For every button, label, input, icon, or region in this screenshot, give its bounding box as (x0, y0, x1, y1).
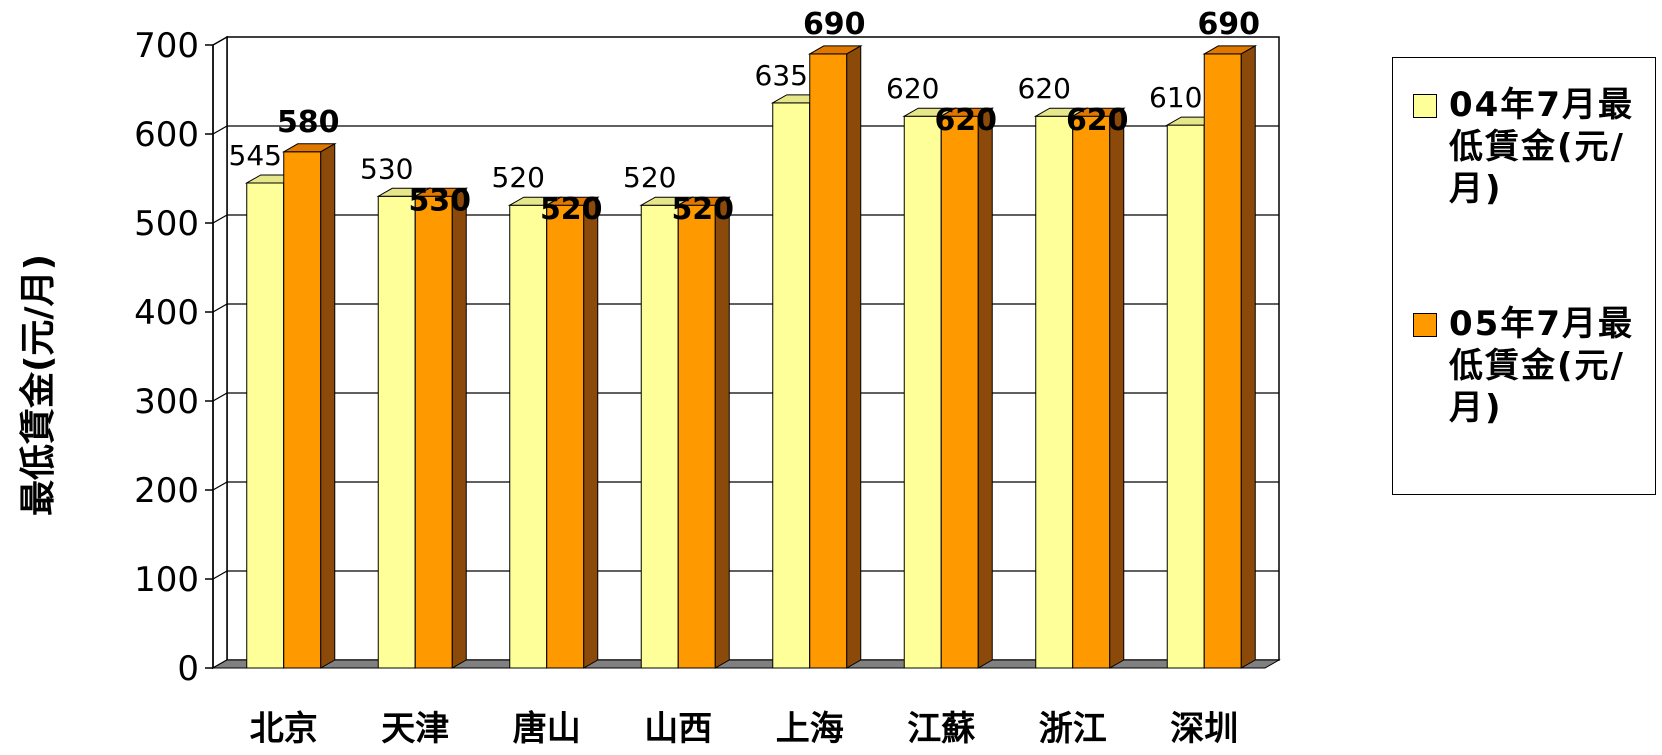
y-tick-label: 300 (134, 382, 199, 422)
bar-front (1072, 115, 1111, 669)
bar-front (377, 195, 416, 669)
x-category-label: 江蘇 (907, 709, 975, 749)
y-tick-label: 0 (177, 649, 199, 689)
data-label: 620 (1066, 103, 1129, 138)
bar-side (583, 196, 599, 669)
gridline-side (212, 570, 228, 580)
data-label: 610 (1149, 81, 1202, 114)
bar (1070, 107, 1126, 669)
bar-front (1203, 53, 1242, 669)
data-label: 530 (360, 152, 413, 185)
data-label: 620 (1018, 72, 1071, 105)
y-tick-label: 200 (134, 471, 199, 511)
data-label: 520 (540, 192, 603, 227)
gridline-side (212, 303, 228, 313)
bar-front (772, 102, 811, 669)
legend: 04年7月最低賃金(元/月) 05年7月最低賃金(元/月) (1392, 57, 1656, 495)
legend-item-05: 05年7月最低賃金(元/月) (1413, 303, 1649, 429)
data-labels: 5455805305305205205205206356906206206206… (229, 7, 1261, 227)
bar (413, 187, 469, 669)
bar-front (677, 204, 716, 669)
bar-front (903, 115, 942, 669)
y-axis-title: 最低賃金(元/月) (17, 254, 59, 516)
bar-front (940, 115, 979, 669)
bar-side (977, 107, 993, 669)
y-tick-label: 500 (134, 204, 199, 244)
x-category-label: 浙江 (1039, 709, 1107, 749)
bar-front (809, 53, 848, 669)
bar-side (1109, 107, 1125, 669)
gridline-side (212, 481, 228, 491)
bar-front (283, 151, 322, 669)
data-label: 520 (671, 192, 734, 227)
data-label: 580 (277, 105, 340, 140)
data-label: 545 (229, 139, 282, 172)
bar (807, 45, 863, 669)
data-label: 690 (1197, 7, 1260, 42)
data-label: 690 (803, 7, 866, 42)
x-category-label: 北京 (250, 709, 318, 749)
x-axis-categories: 北京 天津 唐山 山西 上海 江蘇 浙江 深圳 (250, 709, 1239, 749)
bar-front (509, 204, 548, 669)
data-label: 635 (755, 59, 808, 92)
bar-side (451, 187, 467, 669)
bar-side (846, 45, 862, 669)
bar (939, 107, 995, 669)
y-tick-label: 700 (134, 26, 199, 66)
y-tick-label: 400 (134, 293, 199, 333)
data-label: 520 (492, 161, 545, 194)
x-category-label: 上海 (776, 709, 844, 749)
x-category-label: 深圳 (1170, 709, 1238, 749)
bar (281, 142, 337, 669)
legend-swatch-05 (1413, 313, 1437, 337)
y-tick-label: 100 (134, 560, 199, 600)
bar-side (1240, 45, 1256, 669)
data-label: 620 (934, 103, 997, 138)
bar (1202, 45, 1258, 669)
bar (676, 196, 732, 669)
bar-front (1166, 124, 1205, 669)
gridline-side (212, 125, 228, 135)
bar-side (320, 142, 336, 669)
bars (244, 45, 1258, 669)
legend-label-05: 05年7月最低賃金(元/月) (1449, 304, 1634, 428)
x-category-label: 唐山 (513, 709, 581, 749)
legend-label-04: 04年7月最低賃金(元/月) (1449, 85, 1634, 209)
side-wall (212, 35, 228, 670)
y-tick-label: 600 (134, 115, 199, 155)
legend-swatch-04 (1413, 94, 1437, 118)
data-label: 530 (408, 183, 471, 218)
bar-front (1035, 115, 1074, 669)
data-label: 620 (886, 72, 939, 105)
bar (544, 196, 600, 669)
bar-side (714, 196, 730, 669)
bar-front (546, 204, 585, 669)
x-category-label: 山西 (644, 709, 712, 749)
gridline-side (212, 392, 228, 402)
bar-front (414, 195, 453, 669)
data-label: 520 (623, 161, 676, 194)
gridline-side (212, 214, 228, 224)
y-axis-ticks: 0 100 200 300 400 500 600 700 (134, 26, 214, 689)
x-category-label: 天津 (381, 709, 449, 749)
bar-front (640, 204, 679, 669)
legend-item-04: 04年7月最低賃金(元/月) (1413, 84, 1649, 210)
bar-front (246, 182, 285, 669)
